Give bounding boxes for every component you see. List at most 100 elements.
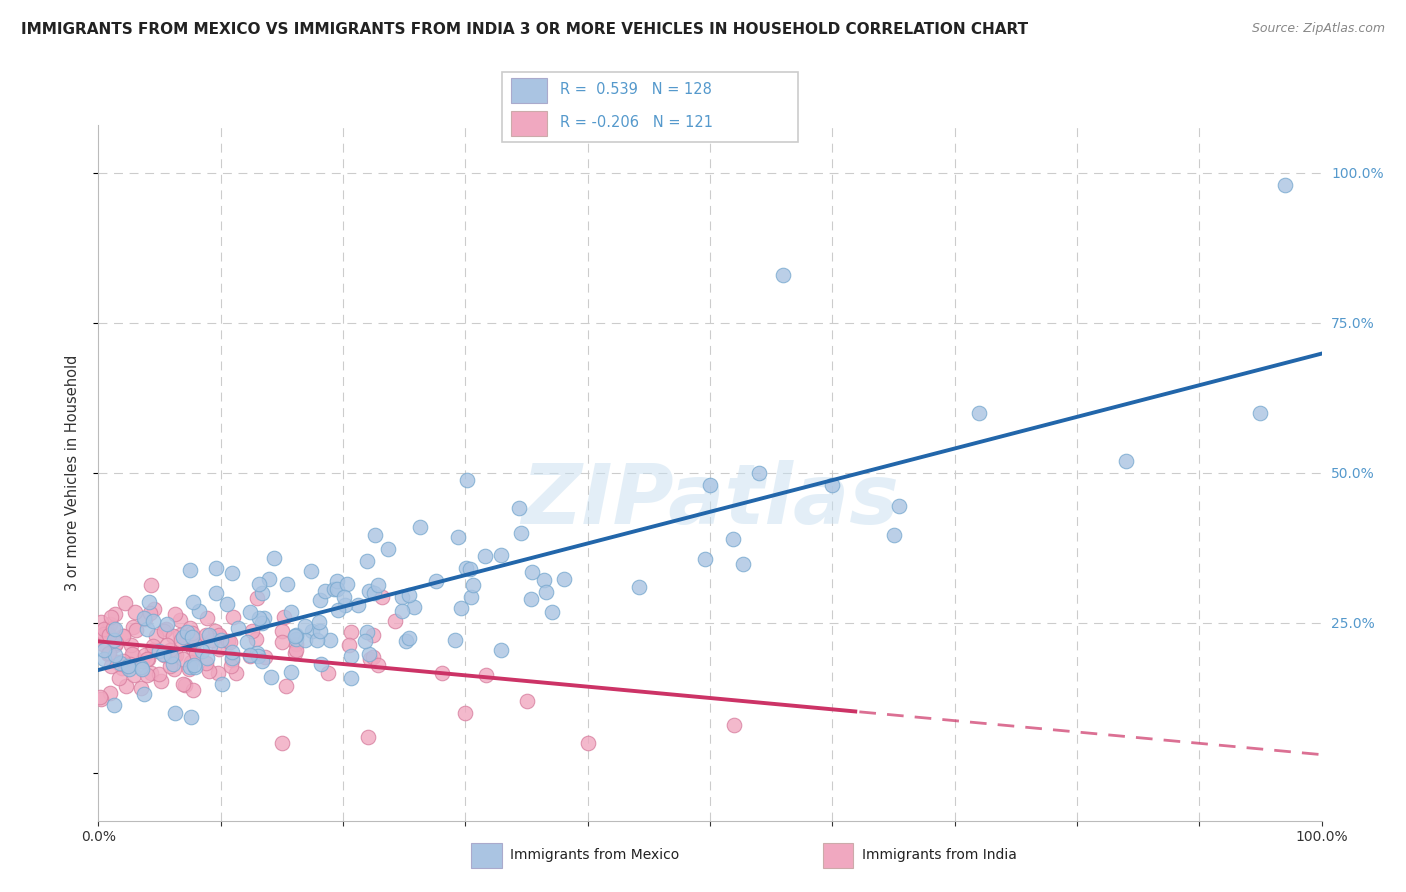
Point (208, 628, 231, 642)
Point (131, 662, 153, 676)
Point (174, 631, 197, 645)
Point (155, 622, 177, 636)
Point (101, 621, 124, 635)
Point (142, 639, 165, 653)
Point (136, 652, 159, 666)
Point (169, 613, 191, 627)
Point (456, 474, 478, 488)
Point (134, 648, 156, 662)
Point (252, 655, 274, 669)
Point (450, 601, 472, 615)
Point (276, 577, 298, 591)
Point (148, 644, 170, 658)
Point (132, 687, 155, 701)
Text: Immigrants from Mexico: Immigrants from Mexico (510, 848, 679, 863)
Point (122, 620, 145, 634)
Point (114, 595, 136, 609)
Point (195, 650, 218, 665)
Point (181, 626, 204, 640)
Point (221, 609, 243, 624)
Point (363, 586, 385, 600)
Point (122, 668, 145, 682)
Point (169, 628, 191, 642)
Point (721, 532, 744, 546)
Point (110, 656, 132, 670)
Point (723, 717, 745, 731)
Point (247, 577, 270, 591)
Point (221, 566, 243, 580)
Point (363, 628, 385, 642)
Point (333, 590, 356, 604)
Point (238, 605, 260, 619)
Point (129, 660, 152, 674)
Point (359, 583, 381, 598)
Point (301, 624, 323, 639)
Point (515, 694, 537, 708)
Point (98, 686, 121, 700)
Point (217, 633, 239, 648)
Point (104, 638, 127, 652)
Point (173, 678, 195, 692)
Point (135, 652, 157, 666)
Point (353, 633, 375, 648)
Point (252, 585, 274, 599)
Point (172, 677, 194, 691)
Point (142, 614, 165, 628)
Point (371, 590, 394, 604)
Point (458, 561, 481, 575)
Point (540, 605, 562, 619)
Point (430, 665, 453, 680)
Point (208, 642, 231, 657)
Point (215, 597, 238, 611)
Point (195, 628, 218, 642)
Point (138, 595, 160, 609)
Point (271, 624, 294, 639)
Point (309, 592, 332, 607)
Point (883, 528, 905, 542)
Point (172, 631, 194, 645)
Point (447, 530, 470, 544)
Point (309, 624, 332, 638)
Point (280, 665, 302, 679)
Point (326, 582, 349, 596)
Point (111, 660, 134, 674)
Point (107, 671, 129, 685)
Point (395, 634, 418, 648)
Point (520, 591, 543, 606)
Point (356, 554, 378, 568)
Point (221, 652, 243, 666)
Y-axis label: 3 or more Vehicles in Household: 3 or more Vehicles in Household (65, 355, 80, 591)
Point (772, 268, 794, 282)
Point (93, 643, 115, 657)
Point (221, 645, 243, 659)
Point (89, 690, 111, 704)
Point (197, 665, 219, 679)
Point (356, 730, 378, 744)
Point (553, 572, 575, 586)
Point (474, 668, 496, 682)
Point (156, 616, 179, 631)
Point (733, 557, 755, 571)
Point (391, 590, 413, 604)
Point (307, 633, 329, 648)
Point (181, 642, 204, 657)
Point (308, 615, 330, 630)
Point (280, 605, 302, 619)
Point (139, 666, 162, 681)
Point (204, 586, 226, 600)
Point (198, 627, 221, 641)
Point (98, 617, 121, 632)
Text: IMMIGRANTS FROM MEXICO VS IMMIGRANTS FROM INDIA 3 OR MORE VEHICLES IN HOUSEHOLD : IMMIGRANTS FROM MEXICO VS IMMIGRANTS FRO… (21, 22, 1028, 37)
Point (474, 549, 496, 563)
Point (124, 605, 146, 619)
Point (131, 654, 153, 668)
Point (444, 632, 467, 647)
Point (163, 662, 186, 676)
Point (322, 582, 344, 596)
Point (141, 642, 163, 657)
Point (274, 679, 297, 693)
Point (138, 606, 160, 620)
Point (391, 604, 413, 618)
Point (1115, 454, 1137, 468)
Point (294, 619, 316, 633)
